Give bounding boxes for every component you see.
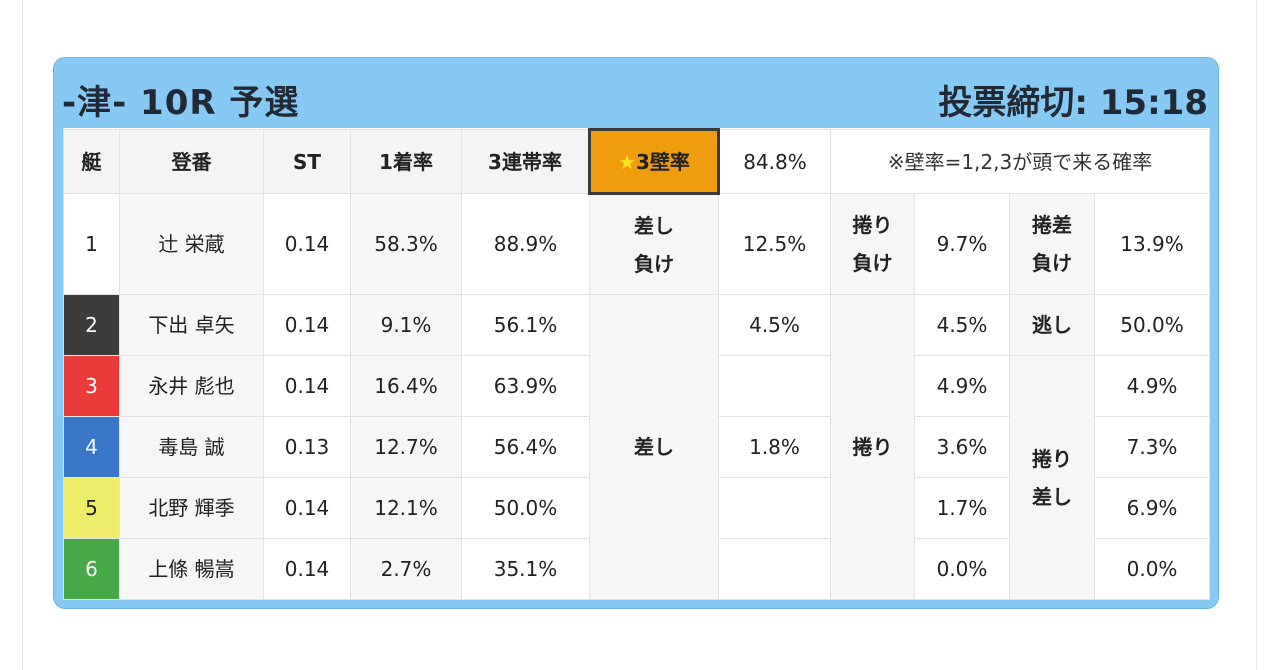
sashi-make-value: 12.5% xyxy=(718,193,831,295)
header-row: 艇 登番 ST 1着率 3連帯率 ★3壁率 84.8% ※壁率=1,2,3が頭で… xyxy=(63,128,1211,195)
sashi-label: 差し xyxy=(589,294,719,600)
col-win-rate: 1着率 xyxy=(350,129,462,194)
makuri-value: 4.9% xyxy=(914,355,1010,417)
boat-number: 3 xyxy=(63,355,120,417)
col-name: 登番 xyxy=(119,129,264,194)
racer-name: 上條 暢嵩 xyxy=(119,538,264,600)
win-rate: 12.1% xyxy=(350,477,462,539)
left-frame-line xyxy=(22,0,23,670)
col-top3-rate: 3連帯率 xyxy=(461,129,590,194)
st-value: 0.14 xyxy=(263,294,351,356)
makurisashi-make-label: 捲差 負け xyxy=(1009,193,1095,295)
makuri-make-label: 捲り 負け xyxy=(830,193,915,295)
table-row: 1 辻 栄蔵 0.14 58.3% 88.9% 差し 負け 12.5% 捲り 負け … xyxy=(63,193,1211,295)
boat-number: 1 xyxy=(63,193,120,295)
sashi-value: 1.8% xyxy=(718,416,831,478)
sashi-value: 4.5% xyxy=(718,294,831,356)
deadline-label: 投票締切: 15:18 xyxy=(938,83,1208,123)
boat-number: 6 xyxy=(63,538,120,600)
star-wall-rate-value: 84.8% xyxy=(718,129,831,194)
top3-rate: 56.1% xyxy=(461,294,590,356)
race-title: -津- 10R 予選 xyxy=(62,83,300,123)
nige-label: 逃し xyxy=(1009,294,1095,356)
boat-number: 5 xyxy=(63,477,120,539)
table-row: 4 毒島 誠 0.13 12.7% 56.4% 1.8% 3.6% 7.3% xyxy=(63,416,1211,478)
makuri-value: 1.7% xyxy=(914,477,1010,539)
makurisashi-value: 0.0% xyxy=(1093,538,1211,600)
makurisashi-make-line2: 負け xyxy=(1032,251,1072,275)
star-label-text: 3壁率 xyxy=(636,149,690,174)
boat-number: 2 xyxy=(63,294,120,356)
win-rate: 12.7% xyxy=(350,416,462,478)
makurisashi-value: 4.9% xyxy=(1093,355,1211,417)
st-value: 0.14 xyxy=(263,538,351,600)
win-rate: 2.7% xyxy=(350,538,462,600)
star-icon: ★ xyxy=(618,149,636,174)
top3-rate: 63.9% xyxy=(461,355,590,417)
sashi-value xyxy=(718,477,831,539)
makurisashi-line2: 差し xyxy=(1032,484,1072,509)
table-row: 5 北野 輝季 0.14 12.1% 50.0% 1.7% 6.9% xyxy=(63,477,1211,539)
win-rate: 9.1% xyxy=(350,294,462,356)
top3-rate: 35.1% xyxy=(461,538,590,600)
top3-rate: 56.4% xyxy=(461,416,590,478)
st-value: 0.13 xyxy=(263,416,351,478)
makurisashi-value: 6.9% xyxy=(1093,477,1211,539)
top3-rate: 50.0% xyxy=(461,477,590,539)
win-rate: 16.4% xyxy=(350,355,462,417)
makuri-make-value: 9.7% xyxy=(914,193,1010,295)
makurisashi-make-value: 13.9% xyxy=(1093,193,1211,295)
makurisashi-line1: 捲り xyxy=(1032,446,1072,471)
sashi-value xyxy=(718,355,831,417)
st-value: 0.14 xyxy=(263,193,351,295)
makuri-make-line1: 捲り xyxy=(852,213,893,237)
col-st: ST xyxy=(263,129,351,194)
makuri-label: 捲り xyxy=(830,294,915,600)
sashi-make-line2: 負け xyxy=(634,251,674,276)
racer-name: 下出 卓矢 xyxy=(119,294,264,356)
racer-name: 毒島 誠 xyxy=(119,416,264,478)
top3-rate: 88.9% xyxy=(461,193,590,295)
racer-name: 北野 輝季 xyxy=(119,477,264,539)
st-value: 0.14 xyxy=(263,477,351,539)
table-row: 3 永井 彪也 0.14 16.4% 63.9% 4.9% 捲り差し 4.9% xyxy=(63,355,1211,600)
racer-name: 永井 彪也 xyxy=(119,355,264,417)
makurisashi-label: 捲り 差し xyxy=(1009,355,1095,600)
sashi-make-line1: 差し xyxy=(634,213,674,238)
makuri-value: 4.5% xyxy=(914,294,1010,356)
wall-rate-note: ※壁率=1,2,3が頭で来る確率 xyxy=(829,129,1211,194)
table-row: 2 下出 卓矢 0.14 9.1% 56.1% 差し 4.5% 捲り 4.5% … xyxy=(63,294,1211,600)
right-frame-line xyxy=(1256,0,1257,670)
racer-name: 辻 栄蔵 xyxy=(119,193,264,295)
star-wall-rate-label: ★3壁率 xyxy=(588,128,720,195)
boat-number: 4 xyxy=(63,416,120,478)
makurisashi-value: 7.3% xyxy=(1093,416,1211,478)
st-value: 0.14 xyxy=(263,355,351,417)
makuri-make-line2: 負け xyxy=(852,251,893,275)
makurisashi-make-line1: 捲差 xyxy=(1032,213,1072,237)
nige-value: 50.0% xyxy=(1093,294,1211,356)
makuri-value: 0.0% xyxy=(914,538,1010,600)
race-stats-table: 艇 登番 ST 1着率 3連帯率 ★3壁率 84.8% ※壁率=1,2,3が頭で… xyxy=(63,128,1211,600)
makuri-value: 3.6% xyxy=(914,416,1010,478)
win-rate: 58.3% xyxy=(350,193,462,295)
sashi-make-label: 差し 負け xyxy=(589,193,719,295)
col-boat: 艇 xyxy=(63,129,120,194)
sashi-value xyxy=(718,538,831,600)
table-row: 6 上條 暢嵩 0.14 2.7% 35.1% 0.0% 0.0% xyxy=(63,538,1211,600)
